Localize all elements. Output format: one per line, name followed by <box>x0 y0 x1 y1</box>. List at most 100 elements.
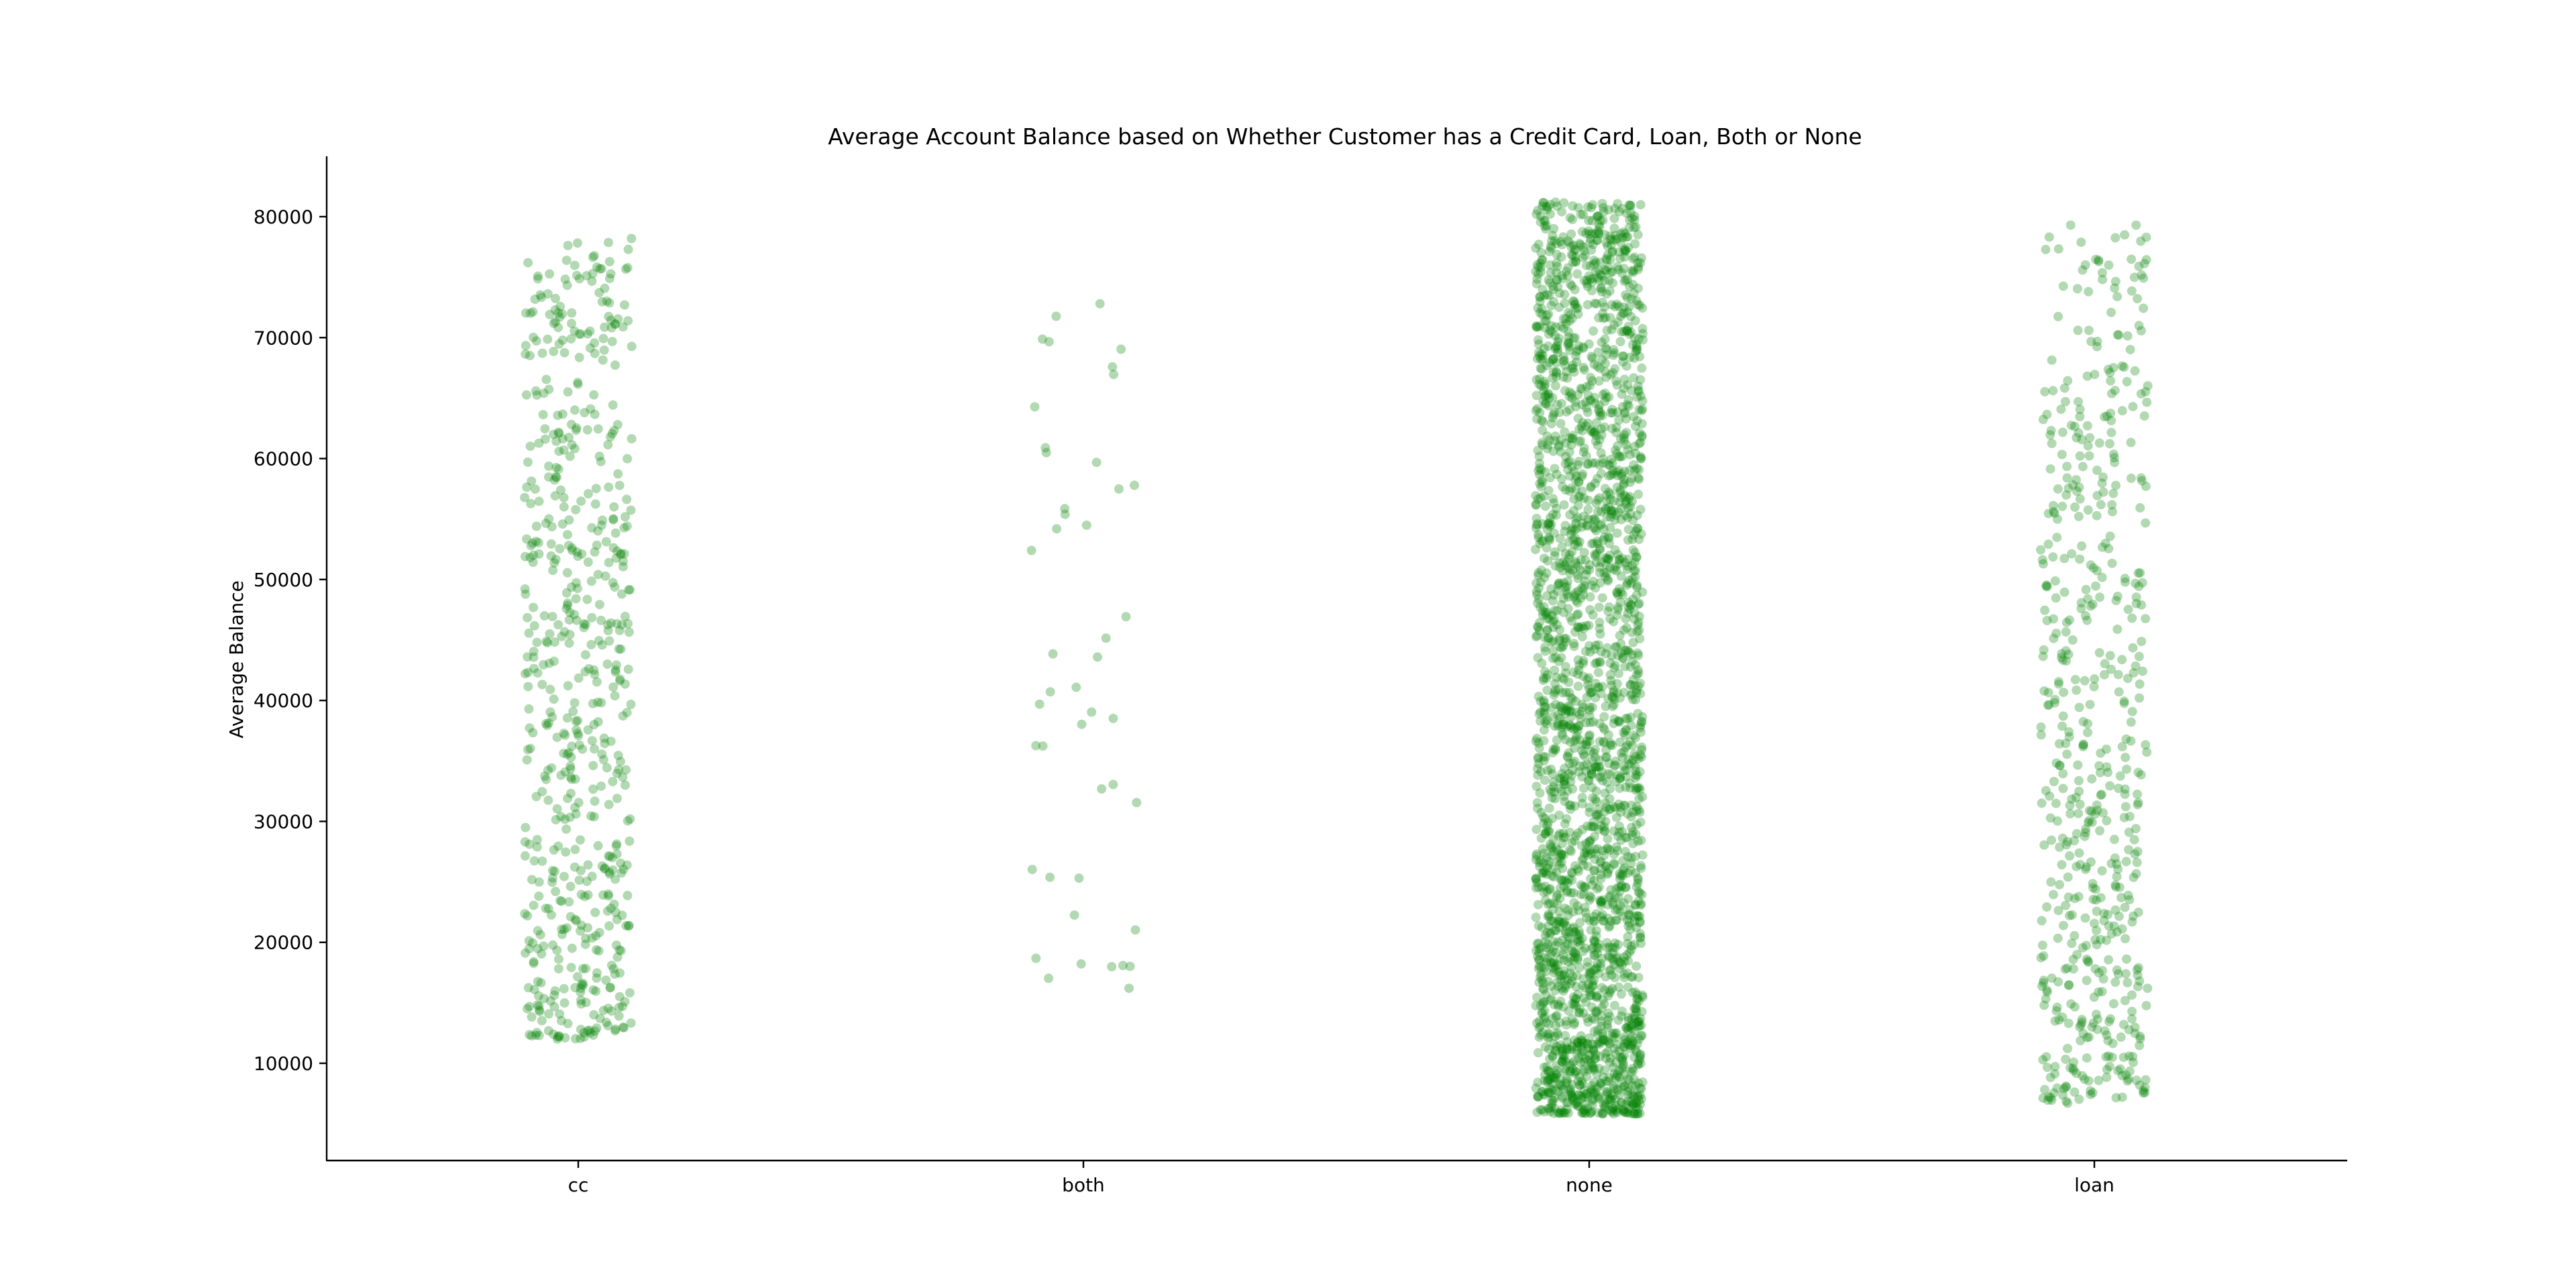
scatter-point-loan <box>2059 587 2070 597</box>
scatter-point-none <box>1572 731 1582 741</box>
scatter-point-loan <box>2123 1076 2133 1086</box>
scatter-point-none <box>1545 1088 1555 1097</box>
scatter-point-cc <box>564 638 574 648</box>
scatter-point-loan <box>2036 953 2046 963</box>
scatter-point-none <box>1635 391 1646 401</box>
scatter-point-none <box>1614 555 1624 565</box>
scatter-point-loan <box>2050 1016 2060 1026</box>
scatter-point-none <box>1572 357 1582 367</box>
scatter-point-none <box>1598 203 1608 213</box>
scatter-point-none <box>1571 351 1581 361</box>
scatter-point-cc <box>590 796 600 806</box>
scatter-point-none <box>1568 215 1577 225</box>
scatter-point-none <box>1531 632 1541 642</box>
scatter-point-none <box>1627 535 1638 545</box>
scatter-point-none <box>1621 1107 1631 1117</box>
scatter-point-none <box>1539 725 1549 735</box>
scatter-point-none <box>1598 1035 1608 1045</box>
scatter-point-none <box>1570 245 1579 255</box>
scatter-point-none <box>1544 1032 1554 1042</box>
scatter-point-none <box>1546 787 1556 797</box>
scatter-point-none <box>1600 388 1610 398</box>
scatter-point-loan <box>2070 675 2080 685</box>
scatter-point-none <box>1636 863 1646 873</box>
scatter-point-none <box>1633 1017 1642 1027</box>
scatter-point-none <box>1542 625 1552 635</box>
scatter-point-none <box>1625 947 1634 957</box>
scatter-point-none <box>1563 339 1573 350</box>
scatter-point-none <box>1637 419 1647 429</box>
scatter-point-cc <box>521 822 531 833</box>
scatter-point-loan <box>2074 482 2084 492</box>
scatter-point-none <box>1595 400 1604 410</box>
scatter-point-none <box>1617 880 1627 890</box>
scatter-point-none <box>1635 1099 1645 1110</box>
scatter-point-none <box>1594 682 1604 692</box>
scatter-point-none <box>1591 258 1601 268</box>
scatter-point-cc <box>553 964 564 974</box>
scatter-point-none <box>1542 686 1552 695</box>
scatter-point-cc <box>570 802 580 812</box>
scatter-point-none <box>1532 322 1542 332</box>
scatter-point-both <box>1097 784 1107 794</box>
scatter-point-loan <box>2096 790 2106 800</box>
scatter-point-none <box>1598 1109 1608 1119</box>
scatter-point-none <box>1562 576 1572 586</box>
scatter-point-cc <box>528 557 538 568</box>
x-axis: cc both none loan <box>568 1161 2114 1196</box>
scatter-point-none <box>1630 316 1640 326</box>
scatter-point-loan <box>2114 882 2125 892</box>
scatter-point-none <box>1542 310 1552 320</box>
scatter-point-none <box>1580 1108 1591 1118</box>
scatter-point-none <box>1562 1043 1572 1053</box>
scatter-point-none <box>1582 281 1593 291</box>
scatter-point-none <box>1550 551 1560 561</box>
scatter-point-none <box>1544 518 1554 527</box>
scatter-point-loan <box>2064 910 2074 920</box>
scatter-point-none <box>1558 986 1568 996</box>
scatter-point-none <box>1574 929 1585 939</box>
scatter-point-cc <box>533 926 543 936</box>
scatter-point-loan <box>2052 533 2062 543</box>
scatter-point-none <box>1635 1108 1645 1118</box>
scatter-point-none <box>1548 623 1558 633</box>
scatter-point-none <box>1623 1108 1633 1118</box>
scatter-point-none <box>1542 820 1552 830</box>
scatter-point-none <box>1560 1064 1570 1074</box>
scatter-point-none <box>1589 427 1599 437</box>
scatter-point-both <box>1048 649 1058 659</box>
scatter-point-cc <box>565 608 575 618</box>
scatter-point-cc <box>521 349 531 359</box>
scatter-point-none <box>1619 466 1629 476</box>
scatter-point-cc <box>620 679 630 689</box>
scatter-point-none <box>1576 593 1586 603</box>
scatter-point-none <box>1586 274 1596 284</box>
scatter-point-none <box>1611 884 1621 894</box>
scatter-point-loan <box>2129 668 2139 678</box>
scatter-point-none <box>1532 390 1542 400</box>
scatter-point-none <box>1540 1090 1550 1100</box>
scatter-point-none <box>1611 1049 1621 1059</box>
scatter-point-loan <box>2083 441 2093 451</box>
scatter-point-cc <box>564 615 574 625</box>
scatter-point-none <box>1544 246 1554 256</box>
scatter-point-loan <box>2037 941 2047 951</box>
scatter-point-none <box>1605 794 1615 804</box>
scatter-point-none <box>1546 916 1556 926</box>
scatter-point-none <box>1537 437 1547 447</box>
scatter-point-none <box>1532 939 1542 949</box>
scatter-point-none <box>1542 887 1552 897</box>
scatter-point-none <box>1550 547 1560 557</box>
scatter-point-none <box>1559 776 1569 786</box>
scatter-point-loan <box>2135 1034 2145 1044</box>
scatter-point-none <box>1545 325 1555 335</box>
scatter-point-none <box>1557 1056 1567 1066</box>
scatter-point-none <box>1570 484 1580 494</box>
scatter-point-none <box>1574 341 1584 351</box>
scatter-point-loan <box>2096 934 2106 945</box>
scatter-point-none <box>1537 882 1547 892</box>
scatter-point-none <box>1626 1067 1636 1077</box>
scatter-point-none <box>1582 680 1593 690</box>
scatter-point-cc <box>532 637 542 647</box>
scatter-point-none <box>1617 960 1627 970</box>
